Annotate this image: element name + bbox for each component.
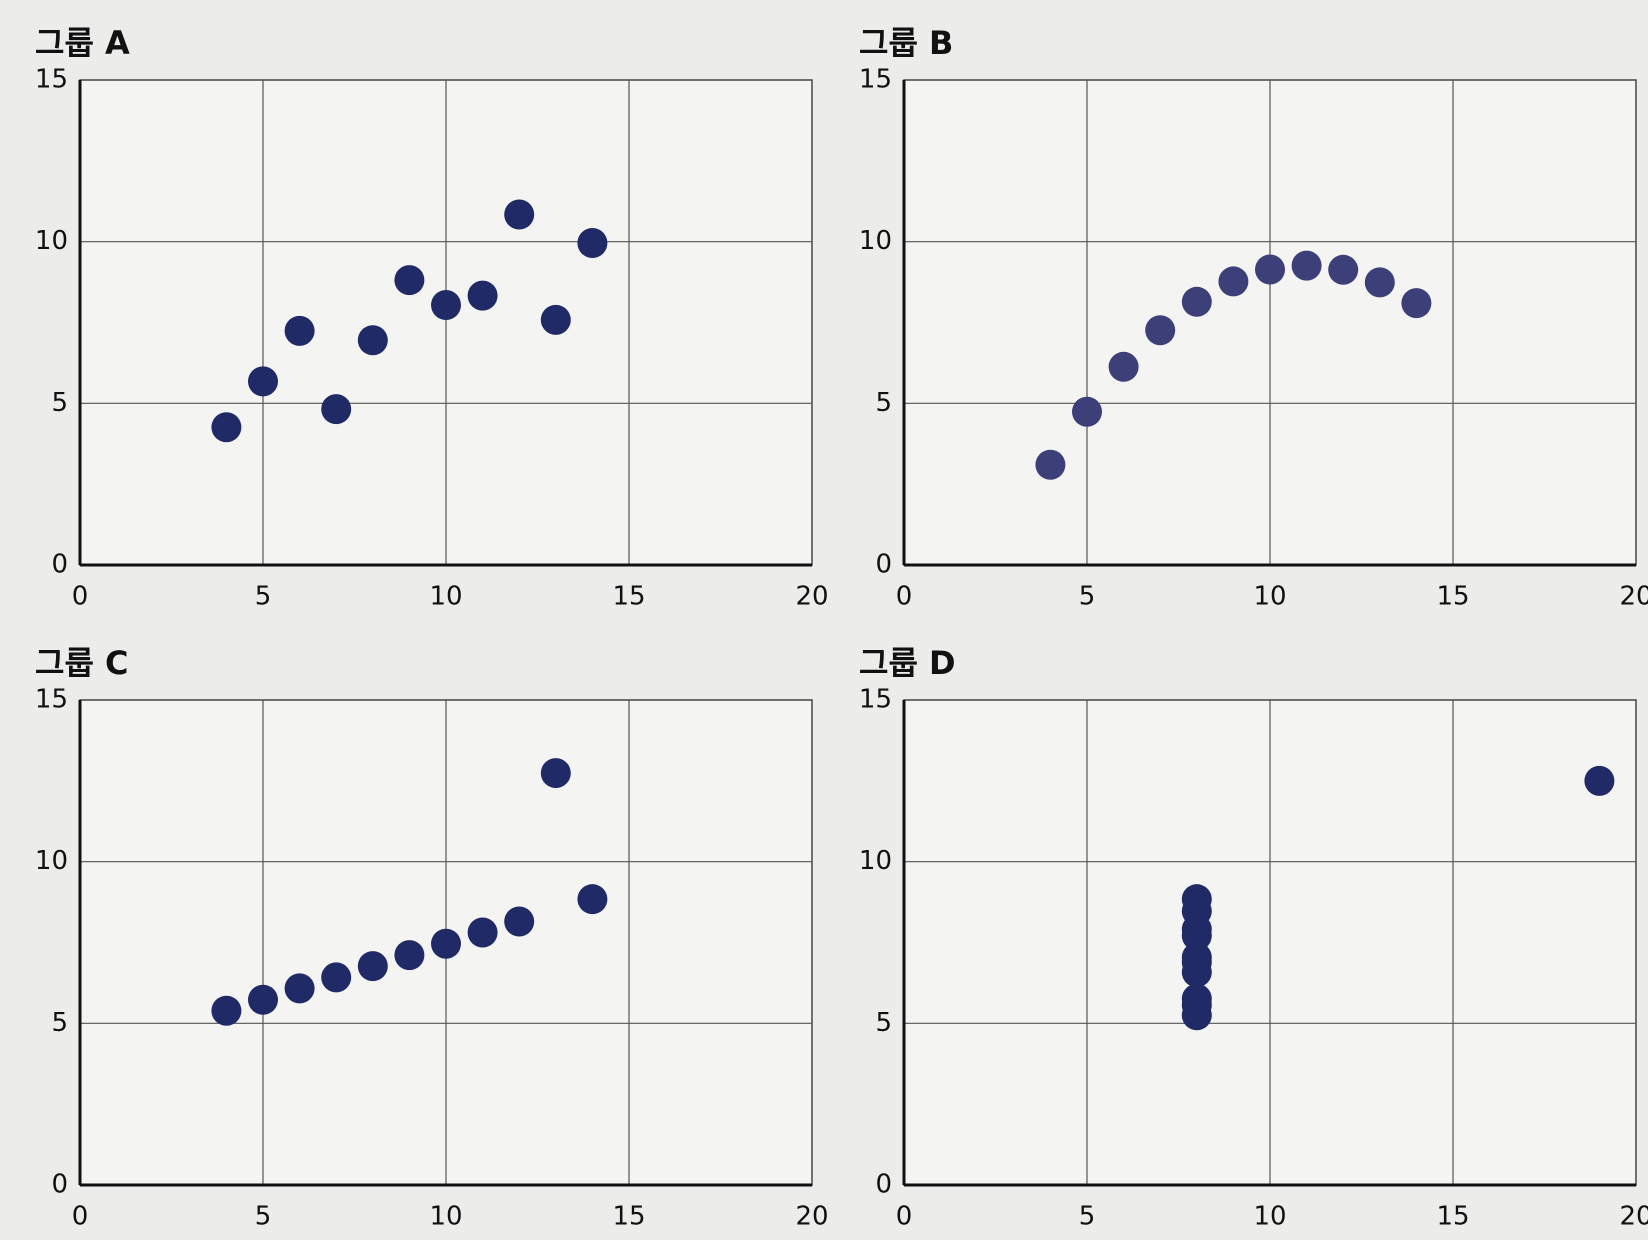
x-tick-label: 20 [1619,1202,1648,1232]
y-tick-label: 0 [51,1170,68,1200]
chart-title: 그룹 A [35,24,130,62]
point [577,884,608,915]
x-tick-label: 0 [896,582,913,612]
x-tick-label: 5 [255,1202,272,1232]
y-tick-label: 15 [35,65,68,95]
y-tick-label: 0 [875,1170,892,1200]
point [1255,254,1285,285]
x-tick-label: 15 [1436,582,1469,612]
point [357,951,388,982]
y-tick-label: 10 [35,846,68,876]
point [1035,449,1066,480]
y-tick-label: 15 [35,685,68,715]
x-tick-label: 0 [72,582,89,612]
point [284,315,315,346]
point [394,940,425,971]
point [248,984,278,1015]
x-tick-label: 0 [896,1202,913,1232]
point [1145,315,1176,346]
point [394,265,425,296]
point [1181,947,1212,978]
point [1181,990,1212,1021]
point [1181,286,1212,317]
y-tick-label: 0 [875,550,892,580]
point [1108,351,1139,382]
y-tick-label: 15 [859,65,892,95]
point [1291,250,1322,281]
point [577,227,608,258]
x-tick-label: 5 [1079,1202,1096,1232]
point [1584,765,1615,796]
x-tick-label: 15 [1436,1202,1469,1232]
y-tick-label: 5 [875,1008,892,1038]
point [248,366,278,397]
x-tick-label: 20 [795,582,828,612]
y-tick-label: 10 [859,846,892,876]
point [321,962,352,993]
point [284,973,315,1004]
point [211,412,242,443]
x-tick-label: 20 [795,1202,828,1232]
chart-title: 그룹 C [35,644,129,682]
point [1401,288,1432,319]
x-tick-label: 5 [1079,582,1096,612]
y-tick-label: 5 [875,388,892,418]
x-tick-label: 5 [255,582,272,612]
y-tick-label: 10 [35,226,68,256]
point [321,394,352,425]
chart-title: 그룹 B [859,24,953,62]
x-tick-label: 15 [612,1202,645,1232]
y-tick-label: 10 [859,226,892,256]
point [211,995,242,1026]
point [357,325,388,356]
y-tick-label: 15 [859,685,892,715]
point [1181,914,1212,945]
point [1218,266,1249,297]
point [1072,396,1102,427]
y-tick-label: 0 [51,550,68,580]
point [431,290,461,321]
point [504,906,535,937]
x-tick-label: 10 [429,1202,462,1232]
y-tick-label: 5 [51,1008,68,1038]
point [467,917,498,948]
point [431,928,461,959]
point [504,199,535,230]
x-tick-label: 20 [1619,582,1648,612]
point [1328,254,1359,285]
x-tick-label: 10 [429,582,462,612]
x-tick-label: 10 [1253,1202,1286,1232]
x-tick-label: 0 [72,1202,89,1232]
chart-title: 그룹 D [859,644,956,682]
x-tick-label: 15 [612,582,645,612]
point [1364,267,1395,298]
point [540,758,571,789]
point [540,304,571,335]
x-tick-label: 10 [1253,582,1286,612]
point [467,280,498,311]
y-tick-label: 5 [51,388,68,418]
